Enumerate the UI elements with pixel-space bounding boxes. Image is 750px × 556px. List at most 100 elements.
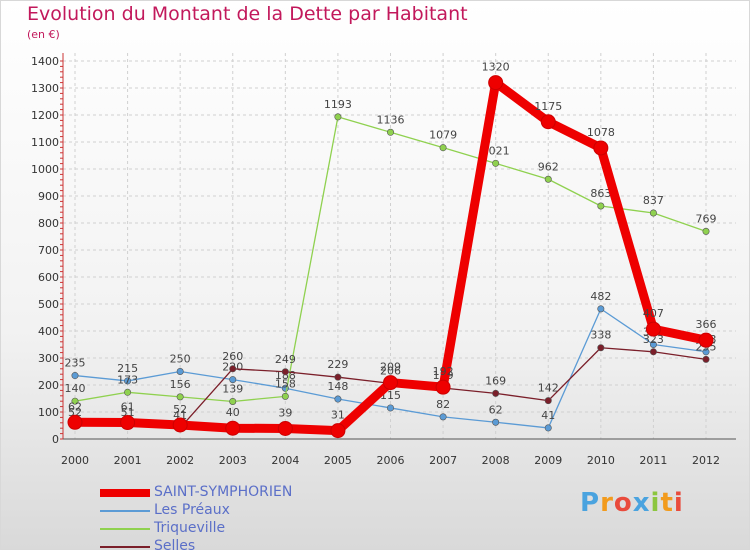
data-point [330, 423, 346, 439]
y-tick-label: 400 [38, 325, 59, 338]
brand-letter: o [613, 488, 633, 518]
x-tick-label: 2005 [324, 454, 352, 467]
data-point [124, 377, 132, 385]
data-label: 140 [65, 382, 86, 395]
data-point [281, 392, 289, 400]
brand-letter: i [650, 488, 661, 518]
data-point [597, 344, 605, 352]
data-point [334, 373, 342, 381]
y-tick-label: 200 [38, 379, 59, 392]
data-point [435, 379, 451, 395]
y-tick-label: 1200 [31, 109, 59, 122]
data-point [383, 375, 398, 391]
y-tick-label: 800 [38, 217, 59, 230]
legend-label: SAINT-SYMPHORIEN [154, 484, 293, 500]
brand-letter: x [632, 488, 651, 518]
data-point [439, 144, 447, 152]
data-point [67, 414, 83, 430]
data-point [702, 227, 710, 235]
data-point [124, 388, 132, 396]
data-label: 148 [327, 380, 348, 393]
data-label: 229 [327, 358, 348, 371]
data-label: 863 [590, 187, 611, 200]
data-label: 249 [275, 353, 296, 366]
brand-letter: P [580, 488, 601, 518]
data-label: 82 [436, 398, 450, 411]
data-point [649, 340, 657, 348]
data-point [649, 348, 657, 356]
data-point [334, 113, 342, 121]
data-label: 1136 [377, 113, 405, 126]
data-label: 62 [489, 403, 503, 416]
data-label: 215 [117, 362, 138, 375]
series-les-pr-aux: 235215250220188148115826241482350323 [65, 290, 717, 432]
data-label: 40 [226, 406, 240, 419]
data-point [492, 159, 500, 167]
legend-swatch [100, 546, 150, 548]
y-tick-label: 700 [38, 244, 59, 257]
data-label: 206 [380, 364, 401, 377]
data-point [593, 140, 609, 156]
y-tick-label: 600 [38, 271, 59, 284]
legend-label: Triqueville [154, 520, 226, 536]
data-label: 837 [643, 194, 664, 207]
data-point [698, 332, 714, 348]
data-label: 1193 [324, 98, 352, 111]
data-point [649, 209, 657, 217]
data-point [544, 175, 552, 183]
data-label: 366 [696, 318, 717, 331]
data-label: 250 [170, 353, 191, 366]
data-label: 169 [485, 374, 506, 387]
x-tick-label: 2004 [271, 454, 299, 467]
data-label: 209 [380, 361, 401, 374]
x-tick-label: 2012 [692, 454, 720, 467]
x-tick-label: 2001 [114, 454, 142, 467]
data-label: 482 [590, 290, 611, 303]
data-label: 407 [643, 307, 664, 320]
data-label: 156 [170, 378, 191, 391]
y-tick-label: 900 [38, 190, 59, 203]
data-point [225, 420, 241, 436]
data-point [277, 420, 293, 436]
x-tick-label: 2002 [166, 454, 194, 467]
data-label: 173 [117, 373, 138, 386]
y-tick-label: 1300 [31, 82, 59, 95]
x-tick-label: 2008 [482, 454, 510, 467]
chart-subtitle: (en €) [27, 28, 60, 41]
data-point [702, 348, 710, 356]
data-point [229, 365, 237, 373]
data-point [488, 75, 504, 91]
y-tick-label: 500 [38, 298, 59, 311]
data-point [120, 415, 136, 431]
data-label: 142 [538, 382, 559, 395]
data-point [386, 404, 394, 412]
data-label: 139 [222, 382, 243, 395]
data-point [71, 372, 79, 380]
data-label: 158 [275, 377, 296, 390]
data-point [702, 355, 710, 363]
data-point [544, 397, 552, 405]
x-tick-label: 2003 [219, 454, 247, 467]
x-tick-label: 2009 [534, 454, 562, 467]
data-label: 1079 [429, 129, 457, 142]
y-tick-label: 300 [38, 352, 59, 365]
x-tick-label: 2011 [639, 454, 667, 467]
data-point [540, 114, 556, 130]
data-label: 41 [541, 409, 555, 422]
x-tick-label: 2000 [61, 454, 89, 467]
brand-letter: r [600, 488, 614, 518]
data-point [386, 128, 394, 136]
data-label: 338 [590, 329, 611, 342]
y-tick-label: 1000 [31, 163, 59, 176]
legend-label: Les Préaux [154, 502, 230, 518]
data-label: 31 [331, 409, 345, 422]
data-point [645, 321, 661, 337]
data-label: 1320 [482, 61, 510, 74]
data-label: 61 [121, 401, 135, 414]
data-point [176, 393, 184, 401]
brand-letter: t [660, 488, 674, 518]
data-point [544, 424, 552, 432]
data-point [172, 417, 188, 433]
brand-logo: Proxiti [580, 488, 684, 518]
